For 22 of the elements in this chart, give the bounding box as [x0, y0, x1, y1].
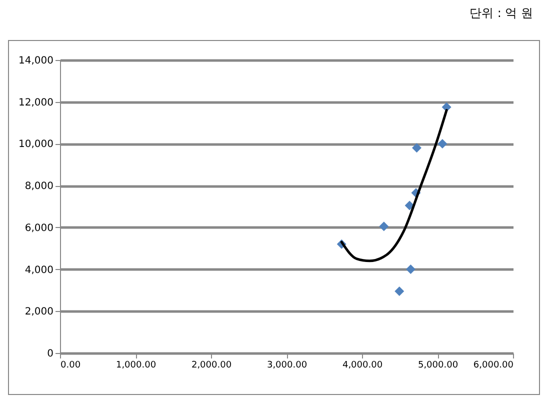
- y-tick-label: 10,000: [18, 139, 54, 150]
- y-tick-label: 14,000: [18, 56, 54, 66]
- y-tick-label: 0: [47, 348, 54, 360]
- point: [394, 286, 404, 296]
- x-tick-label: 4,000.00: [342, 360, 383, 370]
- y-tick-label: 4,000: [24, 264, 54, 276]
- x-tick-label: 0.00: [60, 360, 81, 370]
- y-tick-label: 2,000: [24, 306, 54, 318]
- x-tick-label: 5,000.00: [418, 360, 458, 370]
- point: [438, 138, 448, 148]
- point: [379, 222, 389, 232]
- x-tick-label: 3,000.00: [266, 360, 308, 370]
- point: [412, 143, 422, 153]
- point: [406, 264, 416, 274]
- y-tick-label: 6,000: [24, 222, 54, 234]
- x-tick-label: 2,000.00: [191, 360, 232, 370]
- x-tick-label: 6,000.00: [473, 360, 514, 370]
- x-tick-label: 1,000.00: [116, 360, 156, 370]
- y-tick-label: 8,000: [24, 181, 54, 192]
- point: [404, 200, 414, 210]
- y-tick-label: 12,000: [18, 97, 54, 108]
- text: 단위 : 억 원: [470, 6, 533, 20]
